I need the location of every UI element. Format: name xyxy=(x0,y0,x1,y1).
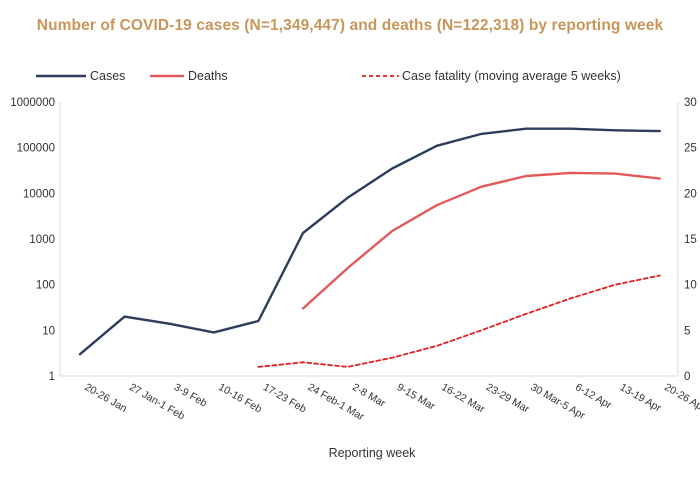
y-tick-label: 10000 xyxy=(23,188,55,200)
x-tick-label: 9-15 Mar xyxy=(395,381,438,413)
y2-tick-label: 25 xyxy=(684,143,697,155)
axes: 1 10 100 1000 10000 100000 1000000 0 5 10 15 20 25 30… xyxy=(10,97,700,460)
y-tick-label: 10 xyxy=(42,325,55,337)
y-tick-label: 1000000 xyxy=(10,97,55,109)
x-tick-label: 20-26 Jan xyxy=(83,381,130,415)
x-tick-label: 23-29 Mar xyxy=(484,381,532,416)
y-tick-label: 1000 xyxy=(29,234,55,246)
x-tick-label: 17-23 Feb xyxy=(261,381,309,415)
y2-tick-label: 10 xyxy=(684,280,697,292)
y-tick-label: 100 xyxy=(36,280,55,292)
x-tick-label: 16-22 Mar xyxy=(439,381,487,416)
y2-tick-label: 5 xyxy=(684,325,690,337)
legend-label: Deaths xyxy=(188,69,228,83)
y2-tick-label: 20 xyxy=(684,188,697,200)
y-tick-label: 100000 xyxy=(17,143,55,155)
series-line-case-fatality-moving-average-5-weeks xyxy=(257,274,661,368)
x-tick-label: 3-9 Feb xyxy=(172,381,209,410)
x-tick-label: 20-26 Apr xyxy=(662,381,700,414)
series-group xyxy=(78,127,661,368)
y2-tick-label: 30 xyxy=(684,97,697,109)
chart-title: Number of COVID-19 cases (N=1,349,447) a… xyxy=(36,17,664,34)
x-tick-label: 10-16 Feb xyxy=(216,381,264,415)
y2-tick-label: 15 xyxy=(684,234,697,246)
y-tick-label: 1 xyxy=(49,371,55,383)
x-tick-label: 13-19 Apr xyxy=(618,381,664,414)
legend: Cases Deaths Case fatality (moving average… xyxy=(36,69,621,83)
x-axis-title: Reporting week xyxy=(329,446,417,460)
legend-label: Case fatality (moving average 5 weeks) xyxy=(402,69,621,83)
series-line-deaths xyxy=(301,171,661,310)
y2-tick-label: 0 xyxy=(684,371,690,383)
series-line-cases xyxy=(78,127,661,356)
legend-label: Cases xyxy=(90,69,125,83)
